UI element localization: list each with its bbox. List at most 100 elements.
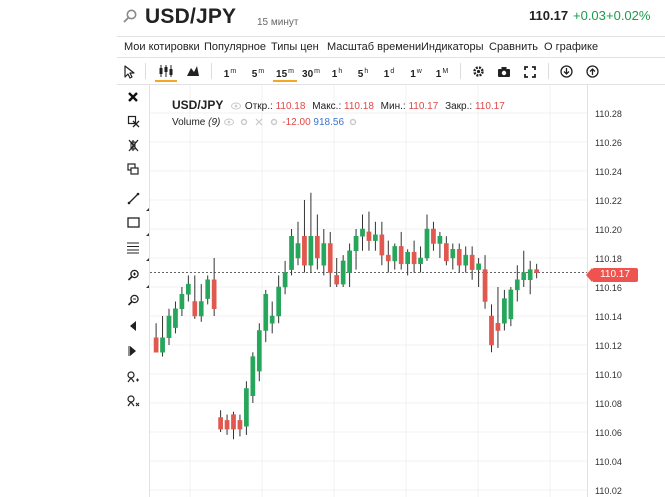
menu-item-my-quotes[interactable]: Мои котировки	[124, 41, 200, 53]
price-tick: 110.08	[595, 399, 622, 409]
alert-add-icon[interactable]	[123, 371, 143, 389]
trend-line-icon[interactable]	[123, 192, 149, 211]
price-tick: 110.16	[595, 283, 622, 293]
candle-down	[211, 279, 217, 309]
area-chart-icon[interactable]	[183, 61, 203, 82]
alert-remove-icon[interactable]	[123, 395, 143, 413]
erase-icon[interactable]	[123, 115, 143, 133]
period-30m-unit: m	[314, 68, 320, 75]
candle-up	[476, 263, 481, 270]
candle-down	[334, 275, 340, 285]
cursor-icon[interactable]	[121, 61, 137, 82]
ohlc-legend: USD/JPY Откр.: 110.18 Макс.: 110.18 Мин.…	[172, 98, 509, 112]
period-5m-unit: m	[258, 68, 265, 75]
price-axis[interactable]: 110.28 110.26 110.24 110.22 110.20 110.1…	[587, 85, 665, 497]
candle-up	[173, 308, 178, 328]
candle-up	[418, 257, 423, 265]
close-icon[interactable]	[254, 118, 264, 126]
menu-item-popular[interactable]: Популярное	[204, 41, 267, 53]
volume-value: 918.56	[313, 117, 345, 128]
candle-up	[392, 246, 398, 262]
candle-up	[166, 315, 172, 338]
candle-up	[295, 243, 301, 259]
eye-icon[interactable]	[231, 102, 242, 110]
period-5h[interactable]: 5h	[355, 61, 371, 82]
rectangle-icon[interactable]	[123, 217, 149, 236]
candle-down	[444, 243, 449, 262]
fib-icon[interactable]	[123, 242, 149, 261]
period-30m[interactable]: 30m	[299, 61, 323, 82]
magnet-icon[interactable]	[123, 139, 143, 157]
search-icon[interactable]	[122, 8, 138, 24]
upload-icon[interactable]	[583, 61, 601, 82]
menu-item-price-types[interactable]: Типы цен	[271, 41, 319, 53]
price-tick: 110.02	[595, 486, 622, 496]
candle-up	[502, 298, 507, 324]
period-1h-unit: h	[338, 68, 343, 75]
legend-symbol: USD/JPY	[172, 98, 224, 112]
candle-up	[244, 388, 249, 427]
period-1m-num: 1	[223, 69, 230, 80]
scroll-right-icon[interactable]	[123, 345, 143, 363]
gear-icon[interactable]	[469, 61, 487, 82]
period-1d[interactable]: 1d	[381, 61, 397, 82]
close-icon[interactable]	[123, 91, 143, 109]
settings-icon[interactable]	[348, 118, 358, 126]
scroll-left-icon[interactable]	[123, 320, 143, 338]
menu-item-about-chart[interactable]: О графике	[544, 41, 599, 53]
download-icon[interactable]	[557, 61, 575, 82]
symbol-title: USD/JPY	[145, 5, 237, 28]
settings-icon[interactable]	[269, 118, 279, 126]
zoom-in-icon[interactable]	[123, 269, 149, 288]
clone-icon[interactable]	[123, 163, 143, 181]
eye-icon[interactable]	[224, 118, 235, 126]
candle-up	[353, 236, 359, 251]
candle-up	[405, 251, 411, 265]
price-tick: 110.06	[595, 428, 622, 438]
low-value: 110.17	[408, 101, 439, 112]
price-tick: 110.26	[595, 138, 622, 148]
menu-item-time-scale[interactable]: Масштаб времени	[327, 41, 422, 53]
candle-up	[321, 243, 327, 266]
candle-up	[373, 234, 378, 241]
period-1h[interactable]: 1h	[329, 61, 345, 82]
candle-up	[205, 279, 211, 299]
candle-up	[179, 294, 185, 309]
menu-item-compare[interactable]: Сравнить	[489, 41, 539, 53]
zoom-out-icon[interactable]	[123, 294, 143, 312]
candle-down	[411, 251, 417, 265]
candlestick-chart[interactable]	[150, 85, 587, 497]
camera-icon[interactable]	[495, 61, 513, 82]
candle-up	[186, 283, 191, 295]
candle-down	[231, 414, 236, 430]
candle-up	[263, 294, 269, 331]
header: USD/JPY 15 минут 110.17 +0.03 +0.02%	[0, 0, 665, 36]
candle-down	[315, 236, 320, 259]
candle-up	[450, 249, 456, 259]
candles-icon[interactable]	[155, 61, 177, 82]
candle-up	[347, 250, 352, 273]
period-1w[interactable]: 1w	[407, 61, 425, 82]
period-1M[interactable]: 1M	[433, 61, 451, 82]
price-tick: 110.10	[595, 370, 622, 380]
price-tick: 110.04	[595, 457, 622, 467]
open-value: 110.18	[275, 101, 306, 112]
period-1m[interactable]: 1m	[221, 61, 239, 82]
candle-up	[514, 279, 520, 291]
period-5m[interactable]: 5m	[249, 61, 267, 82]
candle-down	[302, 236, 307, 266]
price-change-percent: +0.02%	[606, 8, 651, 23]
fullscreen-icon[interactable]	[521, 61, 539, 82]
settings-icon[interactable]	[239, 118, 249, 126]
candle-up	[160, 337, 165, 353]
menu-item-indicators[interactable]: Индикаторы	[421, 41, 484, 53]
candle-down	[366, 231, 372, 241]
candle-up	[527, 269, 533, 281]
candle-up	[276, 286, 282, 317]
candle-up	[198, 301, 204, 317]
period-15m[interactable]: 15m	[273, 61, 297, 82]
high-value: 110.18	[344, 101, 374, 112]
open-label: Откр.:	[244, 101, 273, 112]
menu-bar: Мои котировки Популярное Типы цен Масшта…	[117, 36, 665, 58]
candle-down	[534, 269, 539, 273]
